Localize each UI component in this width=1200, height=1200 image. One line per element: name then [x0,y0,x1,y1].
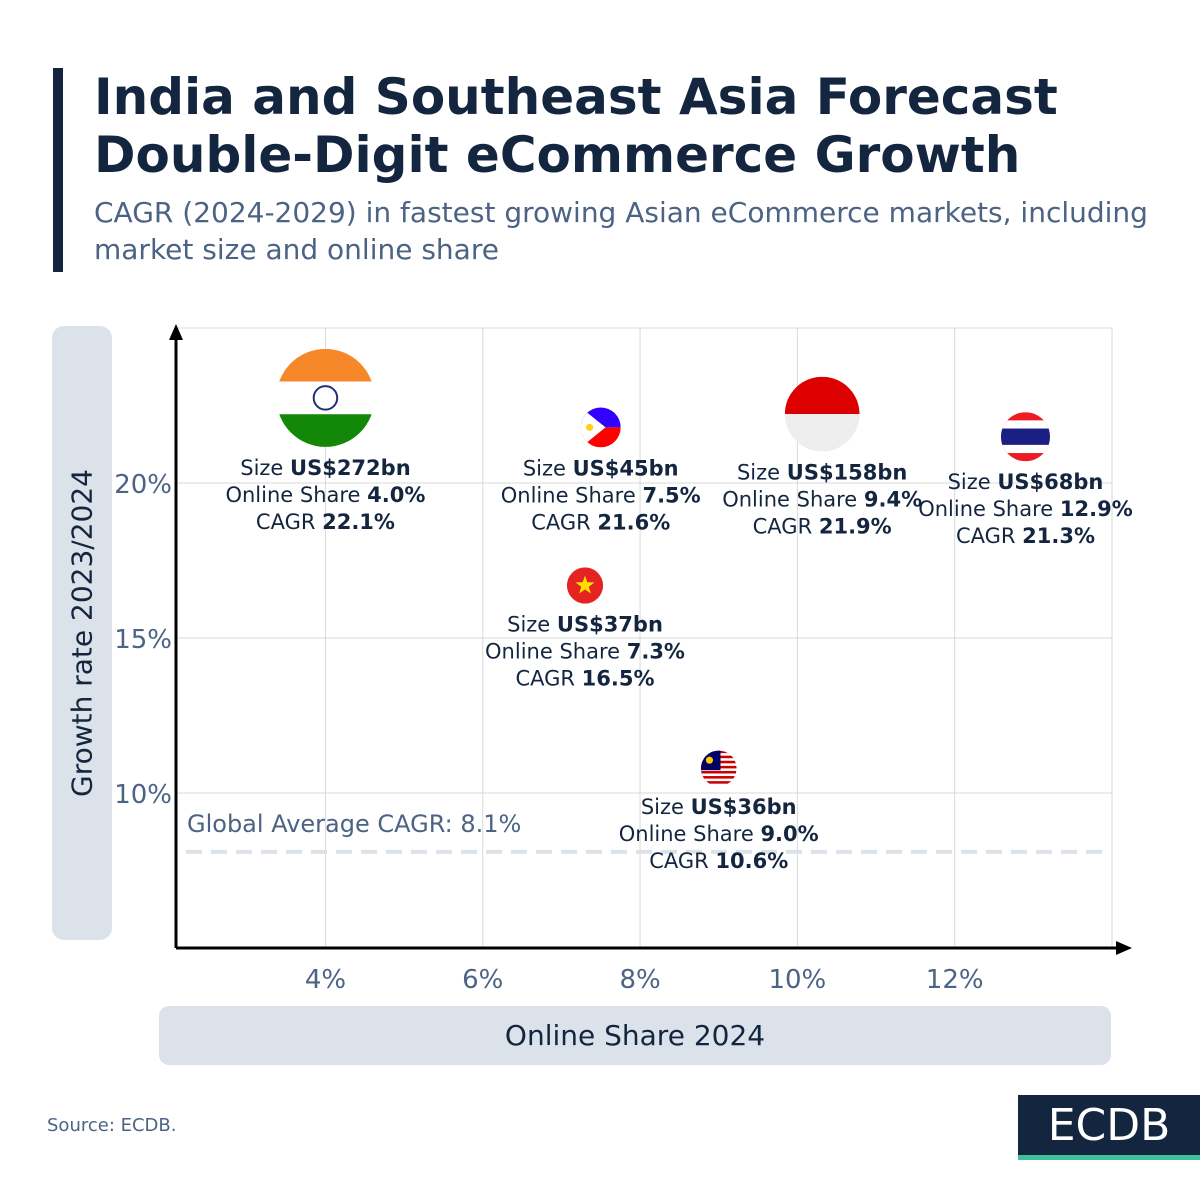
logo-text: ECDB [1047,1099,1171,1151]
point-label-x: Online Share 4.0% [225,483,425,507]
label-value: 16.5% [582,667,655,691]
y-tick-label: 20% [114,470,172,500]
flag-stripe [276,414,375,447]
point-label-x: Online Share 9.4% [722,487,922,511]
point-label-size: Size US$45bn [523,456,679,480]
label-value: US$36bn [691,795,797,819]
y-tick-label: 15% [114,625,172,655]
label-value: US$45bn [573,456,679,480]
label-prefix: Size [641,795,691,819]
label-prefix: CAGR [531,510,597,534]
label-prefix: CAGR [753,514,819,538]
flag-stripe [700,773,737,777]
y-axis-arrow [169,324,183,340]
flag-star [575,575,595,594]
label-prefix: CAGR [956,524,1022,548]
point-label-size: Size US$37bn [507,613,663,637]
source-note: Source: ECDB. [47,1115,177,1136]
flag-crescent [705,756,714,764]
label-value: US$158bn [787,460,908,484]
label-prefix: Online Share [619,822,761,846]
label-prefix: Size [523,456,573,480]
malaysia-flag-icon [700,750,737,787]
label-prefix: CAGR [256,510,322,534]
point-label-size: Size US$272bn [240,456,410,480]
label-value: 21.3% [1022,524,1095,548]
y-axis-label-panel [52,326,112,940]
point-label-y: CAGR 22.1% [256,510,395,534]
label-value: 10.6% [715,849,788,873]
point-label-x: Online Share 7.5% [501,483,701,507]
point-label-y: CAGR 21.9% [753,514,892,538]
flag-stripe [700,770,737,774]
flag-sun [585,423,594,431]
label-value: 4.0% [367,483,425,507]
label-value: 7.5% [642,483,700,507]
india-flag-icon [276,348,375,447]
label-prefix: CAGR [515,667,581,691]
x-axis-label: Online Share 2024 [504,1019,766,1052]
label-value: 9.4% [864,487,922,511]
y-tick-label: 10% [114,780,172,810]
indonesia-flag-icon [784,376,860,452]
label-value: 21.6% [597,510,670,534]
x-tick-label: 4% [305,965,346,995]
label-value: 9.0% [760,822,818,846]
thailand-flag-icon [1000,412,1050,462]
point-label-size: Size US$36bn [641,795,797,819]
point-label-y: CAGR 21.6% [531,510,670,534]
title-accent-bar [53,68,63,272]
x-tick-label: 12% [926,965,984,995]
point-label-y: CAGR 16.5% [515,667,654,691]
label-value: US$37bn [557,613,663,637]
x-tick-label: 8% [619,965,660,995]
chart-subtitle: CAGR (2024-2029) in fastest growing Asia… [94,196,1148,266]
label-value: 7.3% [627,640,685,664]
label-prefix: Online Share [485,640,627,664]
flag-stripe [700,776,737,780]
label-prefix: Online Share [918,497,1060,521]
flag-stripe [1000,428,1050,445]
x-axis-arrow [1116,941,1132,955]
label-prefix: Size [948,470,998,494]
label-prefix: Size [240,456,290,480]
flag-stripe [700,781,737,785]
point-label-x: Online Share 7.3% [485,640,685,664]
point-label-y: CAGR 21.3% [956,524,1095,548]
label-value: 12.9% [1060,497,1133,521]
label-prefix: Online Share [501,483,643,507]
chart-title: India and Southeast Asia Forecast Double… [94,68,1058,184]
label-value: 21.9% [819,514,892,538]
flag-stripe [784,414,860,452]
point-label-x: Online Share 9.0% [619,822,819,846]
flag-stripe [700,783,737,787]
point-label-x: Online Share 12.9% [918,497,1133,521]
label-value: US$68bn [997,470,1103,494]
label-prefix: Size [507,613,557,637]
flag-stripe [784,376,860,415]
x-axis-label-panel: Online Share 2024 [159,1006,1111,1065]
ecdb-logo: ECDB [1018,1095,1200,1160]
philippines-flag-icon [580,407,621,448]
label-value: US$272bn [290,456,411,480]
global-average-label: Global Average CAGR: 8.1% [187,810,521,838]
point-label-size: Size US$68bn [948,470,1104,494]
label-prefix: Online Share [225,483,367,507]
point-label-y: CAGR 10.6% [649,849,788,873]
label-prefix: CAGR [649,849,715,873]
point-label-size: Size US$158bn [737,460,907,484]
label-prefix: Size [737,460,787,484]
flag-stripe [700,778,737,782]
label-prefix: Online Share [722,487,864,511]
vietnam-flag-icon [566,567,604,604]
x-tick-label: 10% [768,965,826,995]
x-tick-label: 6% [462,965,503,995]
label-value: 22.1% [322,510,395,534]
flag-stripe [276,348,375,382]
ashoka-chakra [312,385,339,411]
